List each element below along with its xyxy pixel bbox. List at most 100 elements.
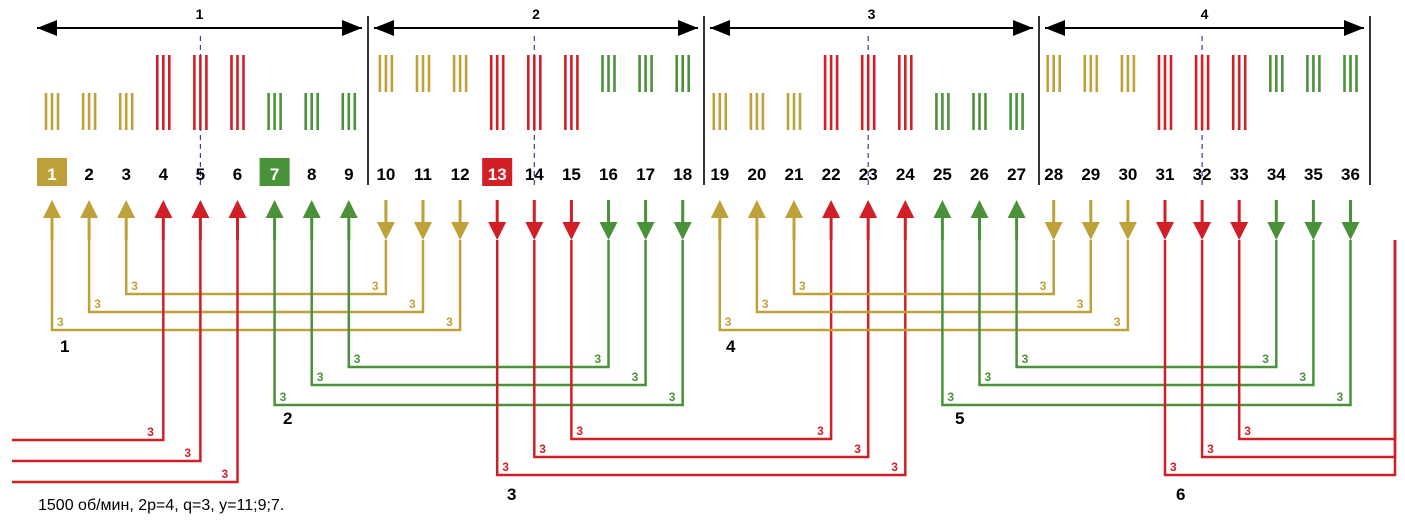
current-arrow-down-head (1230, 222, 1249, 240)
coil-group-label: 2 (283, 409, 292, 428)
coil-turns-label: 3 (317, 370, 324, 384)
current-arrow-up-head (710, 200, 729, 218)
coil-turns-label: 3 (1022, 352, 1029, 366)
coil-loop (941, 240, 1352, 407)
slot-number: 27 (1007, 165, 1026, 184)
coil-turns-label: 3 (446, 315, 453, 329)
current-arrows-layer (43, 200, 1360, 240)
slot-number: 5 (196, 165, 205, 184)
coil-group-label: 1 (60, 337, 69, 356)
coil-turns-label: 3 (1040, 279, 1047, 293)
current-arrow-up-head (896, 200, 915, 218)
lead-turns-label: 3 (147, 425, 154, 439)
current-arrow-up-head (228, 200, 247, 218)
current-arrow-up-head (191, 200, 210, 218)
coil-turns-label: 3 (1170, 460, 1177, 474)
coil-turns-label: 3 (985, 370, 992, 384)
coil-turns-label: 3 (131, 279, 138, 293)
lead-wire (12, 240, 239, 484)
coil-turns-label: 3 (1262, 352, 1269, 366)
coil-turns-label: 3 (947, 390, 954, 404)
slot-number: 10 (376, 165, 395, 184)
coil-loop (978, 240, 1315, 387)
pole-label: 3 (868, 6, 876, 22)
current-arrow-down-head (414, 222, 432, 240)
current-arrow-up-head (154, 200, 173, 218)
slot-number: 4 (159, 165, 169, 184)
current-arrow-down-head (451, 222, 470, 240)
slot-number: 35 (1304, 165, 1323, 184)
current-arrow-down-head (1081, 222, 1100, 240)
coil-turns-label: 3 (725, 315, 732, 329)
slot-number: 21 (785, 165, 804, 184)
slot-number: 29 (1081, 165, 1100, 184)
current-arrow-up-head (117, 200, 136, 218)
coil-loop (755, 240, 1093, 314)
coil-loop (347, 240, 610, 369)
current-arrow-down-head (673, 222, 692, 240)
slot-number: 11 (414, 165, 432, 184)
coil-turns-label: 3 (1337, 390, 1344, 404)
current-arrow-down-head (599, 222, 618, 240)
current-arrow-up-head (339, 200, 358, 218)
current-arrow-down-head (1193, 222, 1212, 240)
lead-turns-label: 3 (222, 467, 229, 481)
slot-number: 13 (488, 165, 507, 184)
coil-turns-label: 3 (539, 442, 546, 456)
coil-turns-label: 3 (1244, 424, 1251, 438)
slot-number: 15 (562, 165, 581, 184)
coil-turns-label: 3 (1114, 315, 1121, 329)
slot-number: 6 (233, 165, 242, 184)
current-arrow-down-head (1304, 222, 1323, 240)
coil-group-label: 4 (726, 337, 736, 356)
current-arrow-up-head (859, 200, 878, 218)
slot-number: 24 (896, 165, 915, 184)
slot-number: 19 (710, 165, 729, 184)
coil-turns-label: 3 (409, 297, 416, 311)
slot-number: 16 (599, 165, 618, 184)
coil-turns-label: 3 (280, 390, 287, 404)
coil-group-label: 6 (1176, 485, 1185, 504)
current-arrow-up-head (80, 200, 99, 218)
current-arrow-down-head (1156, 222, 1174, 240)
slot-number: 2 (84, 165, 93, 184)
current-arrow-up-head (302, 200, 321, 218)
slot-number: 12 (451, 165, 470, 184)
slot-number: 9 (344, 165, 353, 184)
slot-number: 30 (1118, 165, 1137, 184)
slot-number: 7 (270, 165, 279, 184)
slot-number: 18 (673, 165, 692, 184)
slot-numbers-layer: 1 2 3 4 5 6 7 8 9 10 11 12 13 14 15 16 17 18 19 20 21 22 23 24 2… (37, 158, 1360, 186)
slot-number: 1 (47, 165, 56, 184)
current-arrow-up-head (970, 200, 989, 218)
lead-turns-label: 3 (184, 446, 191, 460)
slot-highlight-box (259, 158, 290, 186)
coil-turns-label: 3 (891, 460, 898, 474)
current-arrow-up-head (1007, 200, 1026, 218)
slot-number: 23 (859, 165, 878, 184)
slot-number: 14 (525, 165, 544, 184)
slot-highlight-box (37, 158, 67, 186)
current-arrow-up-head (933, 200, 952, 218)
slot-number: 3 (121, 165, 130, 184)
coil-turns-label: 3 (57, 315, 64, 329)
lead-wire (12, 240, 202, 463)
coil-turns-label: 3 (799, 279, 806, 293)
coil-turns-label: 3 (1077, 297, 1084, 311)
coil-loop (533, 240, 870, 459)
coil-turns-label: 3 (595, 352, 602, 366)
slot-number: 34 (1267, 165, 1286, 184)
coil-loop (310, 240, 647, 387)
coil-turns-label: 3 (372, 279, 379, 293)
current-arrow-up-head (43, 200, 61, 218)
lead-wire (12, 240, 165, 442)
slot-number: 36 (1341, 165, 1360, 184)
current-arrow-up-head (822, 200, 841, 218)
coil-loop (792, 240, 1055, 296)
slot-number: 22 (822, 165, 841, 184)
coil-turns-label: 3 (854, 442, 861, 456)
coil-turns-label: 3 (1299, 370, 1306, 384)
coil-turns-label: 3 (94, 297, 101, 311)
pole-label: 4 (1201, 6, 1209, 22)
